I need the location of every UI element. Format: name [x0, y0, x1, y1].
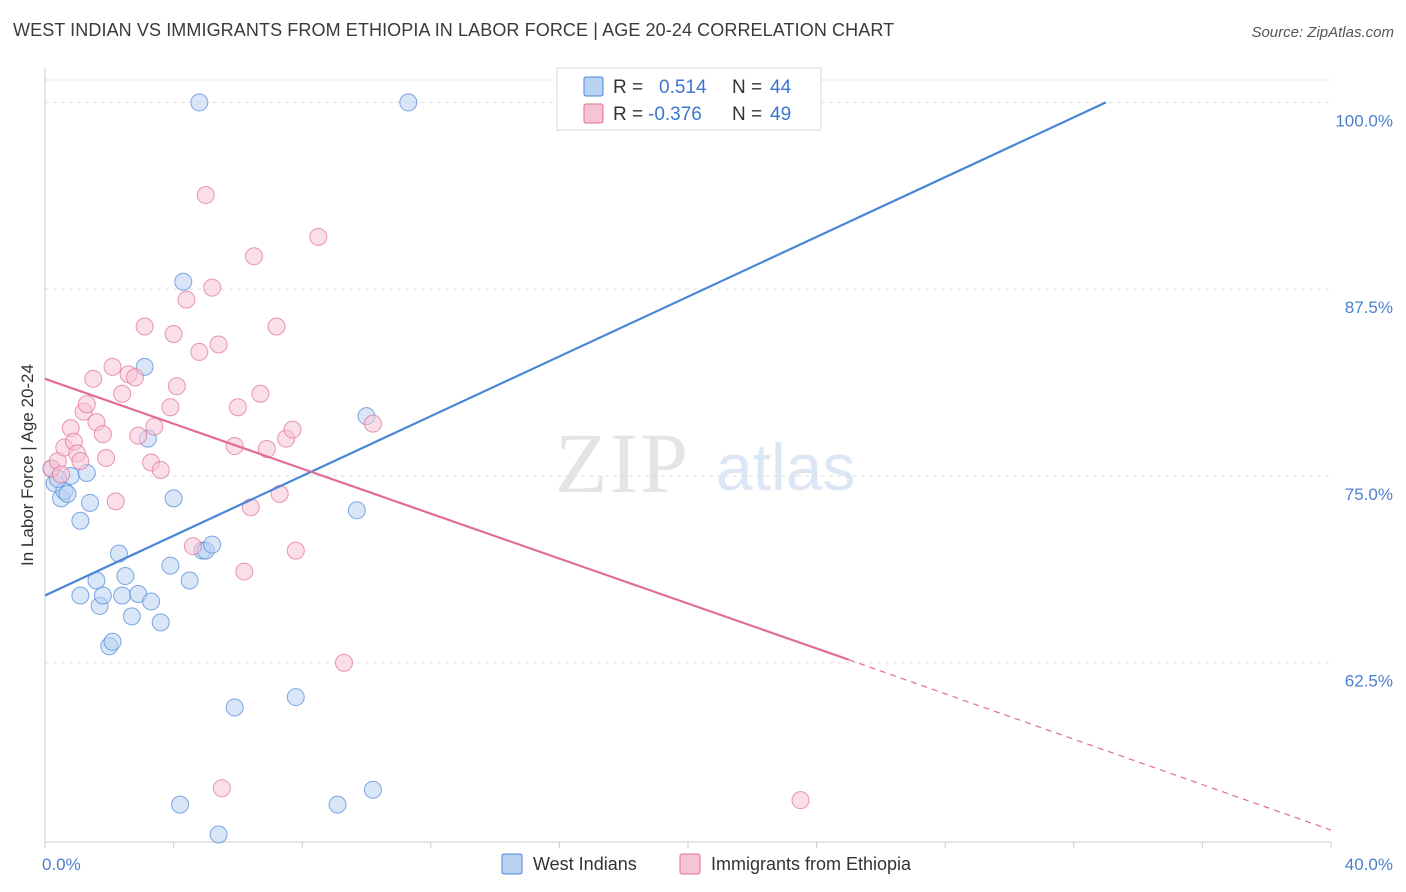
- legend-r-label-2: R =: [613, 104, 643, 125]
- point-ethiopia: [251, 384, 270, 403]
- point-ethiopia: [106, 492, 125, 511]
- y-tick-label: 75.0%: [1345, 485, 1393, 504]
- point-ethiopia: [267, 317, 286, 336]
- point-ethiopia: [164, 325, 183, 343]
- point-west-indians: [142, 592, 161, 611]
- point-west-indians: [286, 688, 305, 707]
- point-west-indians: [109, 544, 128, 563]
- point-ethiopia: [145, 417, 164, 436]
- point-ethiopia: [129, 426, 148, 445]
- point-ethiopia: [135, 317, 154, 336]
- point-ethiopia: [84, 369, 103, 388]
- point-ethiopia: [167, 377, 186, 396]
- point-ethiopia: [177, 290, 196, 309]
- source-label: Source: ZipAtlas.com: [1251, 24, 1394, 41]
- point-west-indians: [209, 825, 228, 844]
- point-west-indians: [363, 780, 382, 799]
- watermark-atlas: atlas: [716, 430, 855, 504]
- data-points: [42, 93, 810, 844]
- point-west-indians: [399, 93, 418, 112]
- point-ethiopia: [241, 498, 260, 517]
- bottom-legend-label-1: West Indians: [533, 854, 637, 874]
- point-ethiopia: [209, 335, 228, 354]
- point-ethiopia: [71, 452, 90, 470]
- point-ethiopia: [212, 779, 231, 798]
- point-west-indians: [180, 571, 199, 590]
- watermark-zip: ZIP: [555, 415, 690, 511]
- point-ethiopia: [283, 420, 302, 439]
- point-west-indians: [347, 501, 366, 520]
- legend-r-value-1: 0.514: [659, 77, 707, 98]
- point-ethiopia: [183, 537, 202, 556]
- point-west-indians: [93, 586, 112, 605]
- bottom-legend-label-2: Immigrants from Ethiopia: [711, 854, 912, 874]
- point-west-indians: [161, 556, 180, 575]
- x-tick-label-min: 0.0%: [42, 855, 81, 874]
- point-ethiopia: [228, 398, 247, 417]
- point-ethiopia: [235, 562, 254, 581]
- trend-lines: [44, 101, 1332, 831]
- point-west-indians: [203, 535, 222, 554]
- point-ethiopia: [93, 425, 112, 444]
- point-ethiopia: [286, 541, 305, 560]
- y-tick-label: 62.5%: [1345, 672, 1393, 691]
- point-west-indians: [328, 795, 347, 814]
- point-ethiopia: [113, 384, 132, 403]
- legend: R = 0.514 N = 44 R = -0.376 N = 49: [556, 67, 822, 131]
- point-ethiopia: [203, 278, 222, 297]
- point-ethiopia: [334, 653, 353, 672]
- point-ethiopia: [257, 440, 276, 459]
- point-west-indians: [116, 567, 135, 586]
- y-axis-title: In Labor Force | Age 20-24: [18, 364, 37, 566]
- point-ethiopia: [196, 186, 215, 205]
- legend-swatch-pink: [583, 103, 604, 124]
- point-ethiopia: [244, 247, 263, 266]
- point-west-indians: [225, 698, 244, 717]
- point-ethiopia: [103, 357, 122, 376]
- legend-n-value-1: 44: [770, 77, 792, 98]
- point-ethiopia: [52, 465, 71, 484]
- y-tick-label: 87.5%: [1345, 298, 1393, 317]
- point-ethiopia: [270, 484, 289, 503]
- axes: 62.5% 75.0% 87.5% 100.0% 0.0% 40.0%: [42, 68, 1393, 874]
- point-west-indians: [81, 493, 100, 512]
- point-west-indians: [190, 93, 209, 112]
- point-ethiopia: [97, 449, 116, 468]
- legend-r-label-1: R =: [613, 77, 643, 98]
- point-west-indians: [58, 484, 77, 503]
- legend-swatch-blue: [583, 76, 604, 97]
- point-ethiopia: [126, 368, 145, 387]
- point-ethiopia: [77, 395, 96, 414]
- point-west-indians: [71, 511, 90, 530]
- legend-n-value-2: 49: [770, 104, 791, 125]
- legend-n-label-1: N =: [732, 77, 762, 98]
- legend-n-label-2: N =: [732, 104, 762, 125]
- point-west-indians: [151, 613, 170, 632]
- point-ethiopia: [151, 460, 170, 479]
- point-west-indians: [171, 795, 190, 814]
- point-west-indians: [71, 586, 90, 605]
- bottom-legend-swatch-pink: [679, 853, 701, 875]
- trend-line-ethiopia-extension: [848, 659, 1332, 831]
- x-tick-label-max: 40.0%: [1345, 855, 1393, 874]
- bottom-legend: West Indians Immigrants from Ethiopia: [501, 853, 912, 875]
- point-west-indians: [103, 632, 122, 651]
- point-west-indians: [122, 607, 141, 626]
- y-tick-label: 100.0%: [1335, 111, 1393, 130]
- legend-r-value-2: -0.376: [648, 104, 702, 125]
- point-ethiopia: [161, 398, 180, 417]
- point-west-indians: [164, 489, 183, 508]
- trend-line-ethiopia: [44, 377, 850, 661]
- point-west-indians: [113, 586, 132, 605]
- point-west-indians: [174, 272, 193, 291]
- point-ethiopia: [309, 227, 328, 246]
- trend-line-west-indians: [44, 101, 1107, 597]
- bottom-legend-swatch-blue: [501, 853, 523, 875]
- point-ethiopia: [791, 791, 810, 810]
- point-ethiopia: [190, 342, 209, 361]
- chart-title: WEST INDIAN VS IMMIGRANTS FROM ETHIOPIA …: [13, 20, 895, 40]
- point-ethiopia: [363, 414, 382, 433]
